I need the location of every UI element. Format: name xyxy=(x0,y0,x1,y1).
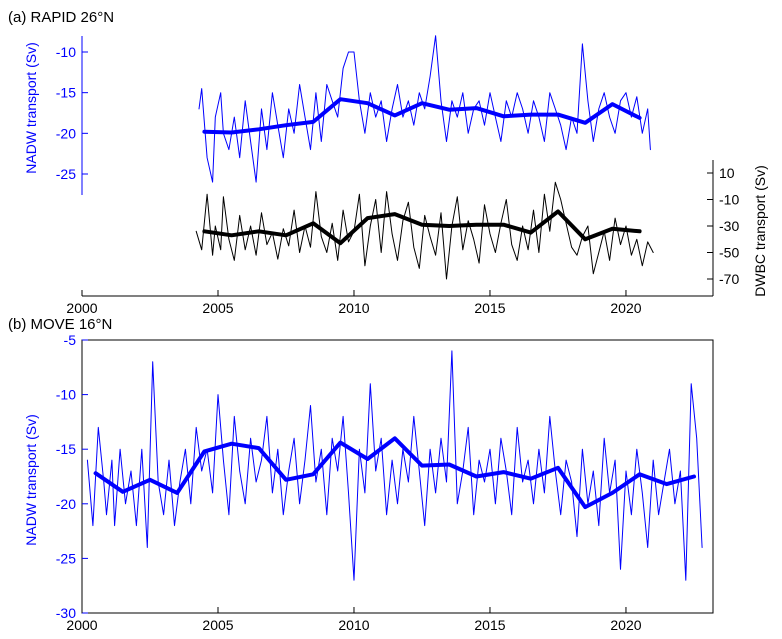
panel-a-nadw-monthly-line xyxy=(198,35,651,183)
panel-a-x-tick-label: 2010 xyxy=(338,300,369,316)
panel-b: (b) MOVE 16°N -5 -10 -15 -20 -25 -30 2000 2005… xyxy=(8,316,714,633)
panel-a-dwbc-monthly-line xyxy=(195,181,654,280)
panel-b-left-axis-label: NADW transport (Sv) xyxy=(23,414,39,545)
panel-b-nadw-monthly-line xyxy=(86,350,703,581)
panel-b-x-tick-label: 2010 xyxy=(338,617,369,633)
panel-a-right-y-tick-label: -70 xyxy=(719,271,739,287)
panel-a: (a) RAPID 26°N -10 -15 -20 -25 10 -10 -30 -50 -… xyxy=(8,9,768,316)
panel-a-right-ticks: 10 -10 -30 -50 -70 xyxy=(707,165,739,287)
panel-a-left-ticks: -10 -15 -20 -25 xyxy=(56,44,88,182)
panel-b-nadw-annual-mean-line xyxy=(93,436,696,510)
panel-b-left-y-tick-label: -5 xyxy=(64,332,77,348)
panel-b-x-tick-label: 2000 xyxy=(66,617,97,633)
panel-a-left-y-tick-label: -20 xyxy=(56,125,76,141)
panel-a-x-tick-label: 2015 xyxy=(474,300,505,316)
panel-b-left-y-tick-label: -20 xyxy=(56,496,76,512)
panel-a-x-ticks: 2000 2005 2010 2015 2020 xyxy=(66,290,642,316)
panel-a-x-tick-label: 2020 xyxy=(610,300,641,316)
panel-b-left-y-tick-label: -30 xyxy=(56,605,76,621)
panel-b-x-tick-label: 2005 xyxy=(202,617,233,633)
panel-b-title: (b) MOVE 16°N xyxy=(8,316,112,333)
panel-b-left-y-tick-label: -10 xyxy=(56,387,76,403)
panel-a-series xyxy=(195,35,654,280)
panel-b-left-y-tick-label: -15 xyxy=(56,441,76,457)
panel-a-left-axis-label: NADW transport (Sv) xyxy=(23,42,39,173)
panel-a-right-y-tick-label: -30 xyxy=(719,218,739,234)
panel-a-title: (a) RAPID 26°N xyxy=(8,9,114,26)
panel-b-x-tick-label: 2015 xyxy=(474,617,505,633)
panel-a-left-y-tick-label: -10 xyxy=(56,44,76,60)
panel-a-right-y-tick-label: -10 xyxy=(719,192,739,208)
panel-a-right-y-tick-label: 10 xyxy=(719,165,735,181)
panel-b-series xyxy=(86,350,703,581)
panel-a-x-tick-label: 2005 xyxy=(202,300,233,316)
panel-a-dwbc-annual-mean-line xyxy=(202,209,642,246)
panel-b-x-tick-label: 2020 xyxy=(610,617,641,633)
panel-b-x-ticks: 2000 2005 2010 2015 2020 xyxy=(66,607,642,633)
panel-a-right-y-tick-label: -50 xyxy=(719,245,739,261)
panel-b-left-y-tick-label: -25 xyxy=(56,550,76,566)
panel-a-x-tick-label: 2000 xyxy=(66,300,97,316)
panel-a-right-axis-label: DWBC transport (Sv) xyxy=(752,165,768,296)
panel-a-left-y-tick-label: -25 xyxy=(56,166,76,182)
panel-b-frame xyxy=(81,339,714,614)
panel-a-left-y-tick-label: -15 xyxy=(56,85,76,101)
panel-b-left-ticks: -5 -10 -15 -20 -25 -30 xyxy=(56,332,88,621)
panel-a-nadw-annual-mean-line xyxy=(202,97,642,135)
